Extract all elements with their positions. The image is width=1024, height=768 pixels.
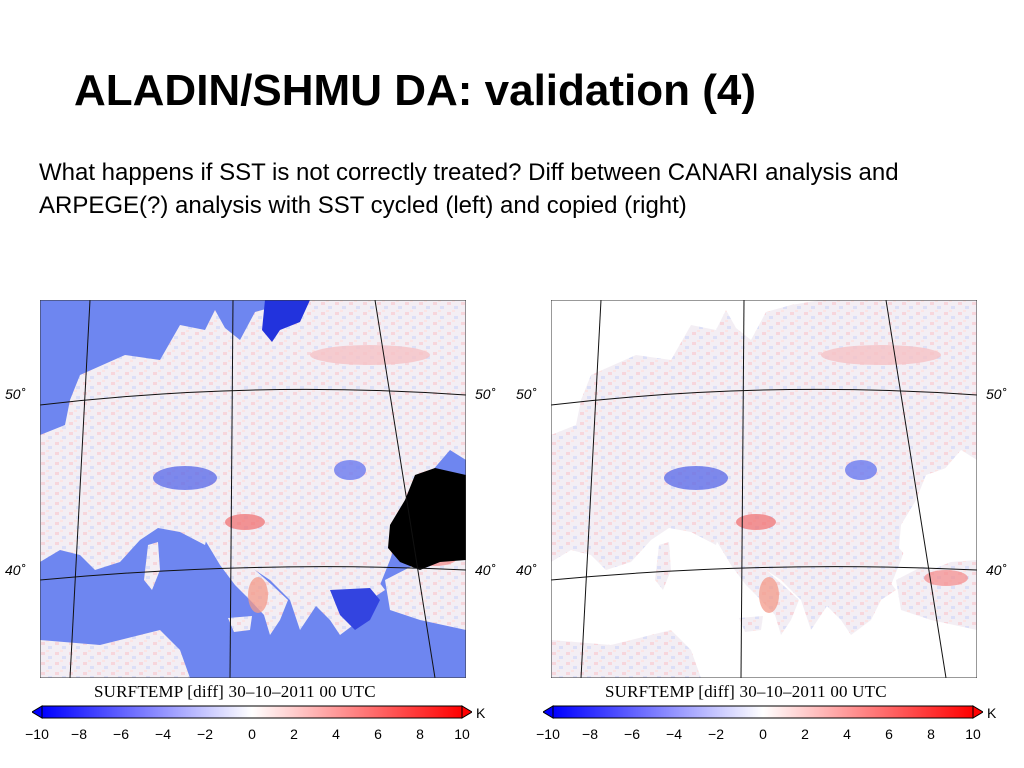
temperature-diff-map-left [40, 300, 466, 678]
tick-label: 2 [801, 726, 809, 742]
warm-anomaly-north [821, 345, 941, 365]
map-panel-left: 50˚ 50˚ 40˚ 40˚ SURFTEMP [diff] 30–10–20… [5, 296, 495, 746]
tick-label: 6 [885, 726, 893, 742]
land-north-africa [40, 630, 190, 678]
warm-anomaly-north [310, 345, 430, 365]
tick-label: 4 [332, 726, 340, 742]
land-sardinia [655, 542, 671, 590]
tick-label: −10 [536, 726, 560, 742]
land-north-africa [551, 630, 701, 678]
lat-label-50-west: 50˚ [5, 386, 26, 402]
lat-label-40-east: 40˚ [475, 562, 496, 578]
aegean-sea [330, 588, 380, 630]
tick-label: 4 [843, 726, 851, 742]
tick-label: 8 [416, 726, 424, 742]
tick-label: −4 [666, 726, 682, 742]
lat-label-40-west: 40˚ [5, 562, 26, 578]
colorbar [543, 705, 983, 719]
tick-label: −6 [113, 726, 129, 742]
tick-label: 2 [290, 726, 298, 742]
colorbar-ticks: −10 −8 −6 −4 −2 0 2 4 6 8 10 [516, 726, 986, 746]
baltic-sea [262, 300, 310, 342]
slide-title: ALADIN/SHMU DA: validation (4) [74, 66, 756, 115]
land-sardinia [144, 542, 160, 590]
warm-anomaly-adriatic [225, 514, 265, 530]
colorbar-unit: K [987, 705, 997, 721]
colorbar-unit: K [476, 705, 486, 721]
land-balkans [806, 555, 896, 635]
cold-anomaly-alps [153, 466, 217, 490]
land-europe [40, 300, 466, 630]
cold-anomaly-central [334, 460, 366, 480]
slide-subtitle: What happens if SST is not correctly tre… [39, 159, 899, 219]
cold-anomaly-central [845, 460, 877, 480]
graticule [551, 300, 977, 678]
warm-anomaly-italy [248, 577, 268, 613]
lat-label-40-west: 40˚ [516, 562, 537, 578]
tick-label: −6 [624, 726, 640, 742]
tick-label: 6 [374, 726, 382, 742]
tick-label: 10 [454, 726, 470, 742]
tick-label: −8 [582, 726, 598, 742]
warm-anomaly-italy [759, 577, 779, 613]
tick-label: −10 [25, 726, 49, 742]
land-anatolia [385, 555, 466, 630]
tick-label: 0 [248, 726, 256, 742]
colorbar [32, 705, 472, 719]
warm-anomaly-adriatic [736, 514, 776, 530]
tick-label: −4 [155, 726, 171, 742]
tick-label: 8 [927, 726, 935, 742]
tick-label: −8 [71, 726, 87, 742]
lat-label-40-east: 40˚ [986, 562, 1007, 578]
black-sea [388, 468, 466, 570]
colorbar-ticks: −10 −8 −6 −4 −2 0 2 4 6 8 10 [5, 726, 475, 746]
tick-label: −2 [197, 726, 213, 742]
lat-label-50-east: 50˚ [986, 386, 1007, 402]
lat-label-50-west: 50˚ [516, 386, 537, 402]
warm-anomaly-east [924, 570, 968, 586]
map-caption: SURFTEMP [diff] 30–10–2011 00 UTC [94, 682, 376, 701]
tick-label: −2 [708, 726, 724, 742]
graticule [40, 300, 466, 678]
tick-label: 10 [965, 726, 981, 742]
land-sicily [739, 616, 763, 632]
land-europe [551, 300, 977, 630]
cold-anomaly-alps [664, 466, 728, 490]
temperature-diff-map-right [551, 300, 977, 678]
black-sea [899, 468, 977, 570]
lat-label-50-east: 50˚ [475, 386, 496, 402]
tick-label: 0 [759, 726, 767, 742]
map-panel-right: 50˚ 50˚ 40˚ 40˚ SURFTEMP [diff] 30–10–20… [516, 296, 1006, 746]
map-caption: SURFTEMP [diff] 30–10–2011 00 UTC [605, 682, 887, 701]
land-sicily [228, 616, 252, 632]
